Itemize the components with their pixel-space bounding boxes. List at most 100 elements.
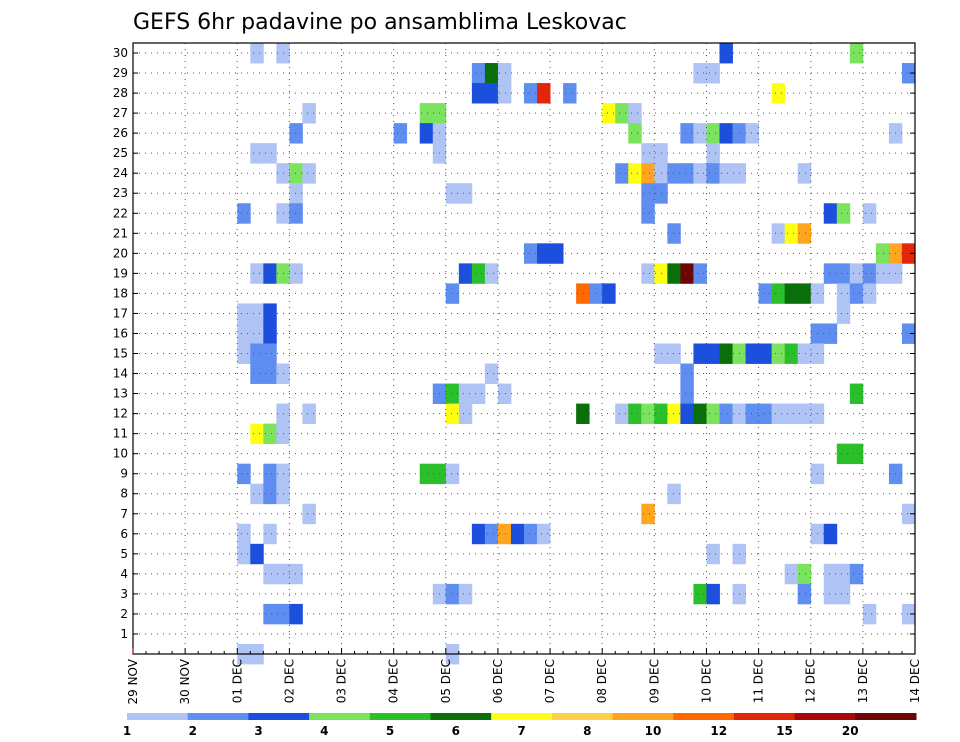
heatmap-cell bbox=[445, 283, 460, 304]
heatmap-cell bbox=[641, 183, 655, 204]
heatmap-cell bbox=[289, 563, 303, 585]
color-legend: 1 2 3 4 5 6 7 8 10 12 15 20 bbox=[123, 713, 917, 738]
heatmap-cell bbox=[445, 403, 460, 425]
heatmap-cell bbox=[263, 423, 277, 445]
heatmap-cell bbox=[471, 383, 486, 404]
heatmap-cell bbox=[263, 143, 277, 164]
heatmap-cell bbox=[784, 223, 799, 244]
heatmap-cell bbox=[862, 263, 877, 284]
x-tick-label: 11 DEC bbox=[752, 659, 766, 703]
heatmap-cell bbox=[497, 63, 512, 84]
heatmap-cell bbox=[719, 403, 733, 425]
heatmap-cell bbox=[680, 363, 694, 384]
heatmap-cell bbox=[497, 83, 512, 104]
heatmap-cell bbox=[497, 383, 512, 404]
ticks-layer: 1234567891011121314151617181920212223242… bbox=[113, 46, 922, 704]
y-tick-label: 16 bbox=[113, 326, 128, 340]
x-tick-label: 07 DEC bbox=[543, 659, 557, 703]
heatmap-cell bbox=[680, 403, 694, 425]
heatmap-cell bbox=[641, 403, 655, 425]
heatmap-cell bbox=[484, 263, 499, 284]
heatmap-cell bbox=[706, 123, 720, 144]
heatmap-cell bbox=[237, 463, 251, 485]
heatmap-cell bbox=[615, 403, 629, 425]
heatmap-cell bbox=[771, 223, 786, 244]
heatmap-cell bbox=[250, 263, 264, 284]
heatmap-cell bbox=[458, 583, 473, 605]
heatmap-cell bbox=[393, 123, 408, 144]
y-tick-label: 27 bbox=[113, 106, 128, 120]
cells-layer bbox=[237, 43, 916, 665]
y-tick-label: 3 bbox=[120, 587, 128, 601]
y-tick-label: 9 bbox=[120, 467, 128, 481]
heatmap-cell bbox=[901, 603, 916, 625]
heatmap-cell bbox=[445, 463, 460, 485]
legend-swatch bbox=[127, 713, 189, 720]
heatmap-cell bbox=[836, 263, 851, 284]
heatmap-cell bbox=[706, 543, 720, 565]
heatmap-cell bbox=[797, 563, 812, 585]
heatmap-cell bbox=[784, 283, 799, 304]
heatmap-cell bbox=[237, 323, 251, 344]
heatmap-cell bbox=[797, 583, 812, 605]
heatmap-cell bbox=[237, 303, 251, 324]
heatmap-cell bbox=[901, 503, 916, 525]
x-tick-label: 04 DEC bbox=[387, 659, 401, 703]
heatmap-cell bbox=[237, 523, 251, 545]
heatmap-cell bbox=[823, 323, 838, 344]
y-tick-label: 24 bbox=[113, 166, 128, 180]
y-tick-label: 20 bbox=[113, 246, 128, 260]
heatmap-cell bbox=[823, 563, 838, 585]
heatmap-cell bbox=[706, 403, 720, 425]
heatmap-cell bbox=[250, 483, 264, 505]
heatmap-cell bbox=[797, 283, 812, 304]
heatmap-cell bbox=[250, 343, 264, 364]
legend-swatch bbox=[794, 713, 856, 720]
heatmap-cell bbox=[706, 583, 720, 605]
x-tick-label: 08 DEC bbox=[595, 659, 609, 703]
heatmap-cell bbox=[901, 243, 916, 264]
y-tick-label: 26 bbox=[113, 126, 128, 140]
legend-swatch bbox=[187, 713, 249, 720]
heatmap-cell bbox=[250, 43, 264, 64]
x-tick-label: 03 DEC bbox=[335, 659, 349, 703]
x-tick-label: 09 DEC bbox=[647, 659, 661, 703]
heatmap-cell bbox=[419, 123, 434, 144]
heatmap-cell bbox=[289, 123, 303, 144]
legend-label: 6 bbox=[452, 724, 460, 738]
legend-swatch bbox=[248, 713, 310, 720]
heatmap-cell bbox=[693, 263, 707, 284]
heatmap-cell bbox=[706, 143, 720, 164]
legend-label: 4 bbox=[320, 724, 328, 738]
heatmap-cell bbox=[771, 343, 786, 364]
y-tick-label: 21 bbox=[113, 226, 128, 240]
heatmap-cell bbox=[237, 543, 251, 565]
x-tick-label: 02 DEC bbox=[282, 659, 296, 703]
heatmap-cell bbox=[263, 363, 277, 384]
heatmap-cell bbox=[263, 343, 277, 364]
heatmap-cell bbox=[576, 403, 590, 425]
y-tick-label: 7 bbox=[120, 507, 128, 521]
heatmap-cell bbox=[484, 363, 499, 384]
y-tick-label: 8 bbox=[120, 487, 128, 501]
heatmap-cell bbox=[836, 443, 851, 465]
heatmap-cell bbox=[875, 263, 890, 284]
legend-label: 2 bbox=[189, 724, 197, 738]
heatmap-cell bbox=[836, 563, 851, 585]
heatmap-cell bbox=[419, 103, 434, 124]
legend-swatch bbox=[673, 713, 735, 720]
y-tick-label: 13 bbox=[113, 387, 128, 401]
heatmap-cell bbox=[849, 283, 864, 304]
y-tick-label: 25 bbox=[113, 146, 128, 160]
heatmap-cell bbox=[758, 343, 773, 364]
y-tick-label: 14 bbox=[113, 367, 128, 381]
y-tick-label: 28 bbox=[113, 86, 128, 100]
heatmap-cell bbox=[849, 563, 864, 585]
heatmap-cell bbox=[836, 203, 851, 224]
heatmap-cell bbox=[693, 63, 707, 84]
x-tick-label: 30 NOV bbox=[178, 658, 192, 704]
y-tick-label: 12 bbox=[113, 407, 128, 421]
legend-swatch bbox=[855, 713, 917, 720]
x-tick-label: 01 DEC bbox=[230, 659, 244, 703]
heatmap-cell bbox=[289, 203, 303, 224]
